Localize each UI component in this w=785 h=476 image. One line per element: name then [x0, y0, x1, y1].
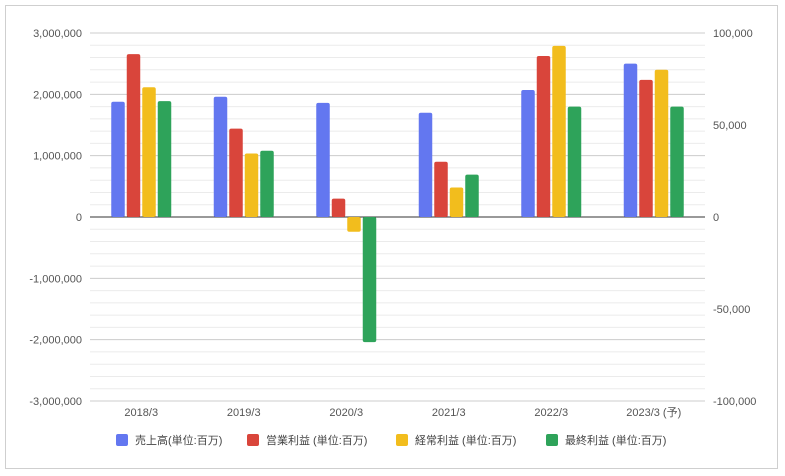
x-axis: 2018/3 2019/3 2020/3 2021/3 2022/3 2023/3 (予) — [124, 406, 681, 419]
left-axis-tick-label: 2,000,000 — [33, 89, 82, 101]
gridlines — [90, 32, 705, 402]
bar — [244, 153, 259, 217]
legend-label: 売上高(単位:百万) — [135, 433, 222, 447]
left-axis-tick-label: -3,000,000 — [29, 396, 82, 408]
x-axis-tick-label: 2022/3 — [534, 407, 568, 419]
bar — [449, 187, 464, 217]
bar — [654, 69, 669, 217]
bar — [418, 112, 433, 217]
left-axis-tick-label: -2,000,000 — [29, 335, 82, 347]
bar — [111, 101, 125, 217]
right-axis-tick-label: 100,000 — [713, 28, 753, 40]
bar — [213, 96, 228, 217]
legend-swatch — [247, 434, 259, 446]
series-1 — [111, 63, 638, 217]
legend-label: 経常利益 (単位:百万) — [415, 433, 516, 447]
x-axis-tick-label: 2023/3 (予) — [626, 406, 681, 419]
legend-swatch — [396, 434, 408, 446]
series-3 — [142, 45, 669, 232]
left-axis-tick-label: 1,000,000 — [33, 151, 82, 163]
series-2 — [126, 54, 653, 217]
x-axis-tick-label: 2019/3 — [227, 407, 261, 419]
x-axis-tick-label: 2020/3 — [329, 407, 363, 419]
x-axis-tick-label: 2018/3 — [124, 407, 158, 419]
left-axis-tick-label: 3,000,000 — [33, 28, 82, 40]
left-axis: 3,000,000 2,000,000 1,000,000 0 -1,000,000 -2… — [29, 28, 82, 408]
bar — [639, 79, 653, 217]
bar — [331, 198, 346, 217]
bar — [347, 217, 361, 232]
bar — [670, 106, 684, 217]
bar — [536, 56, 551, 217]
bar — [521, 90, 535, 217]
legend-label: 営業利益 (単位:百万) — [266, 433, 367, 447]
bars — [111, 45, 684, 343]
bar — [465, 174, 479, 217]
bar — [229, 128, 243, 217]
right-axis-tick-label: 50,000 — [713, 120, 747, 132]
legend-label: 最終利益 (単位:百万) — [565, 433, 666, 447]
bar — [316, 102, 330, 217]
legend-swatch — [546, 434, 558, 446]
bar — [260, 150, 274, 217]
bar — [362, 217, 377, 343]
bar — [552, 45, 566, 217]
right-axis-tick-label: 0 — [713, 212, 719, 224]
bar — [142, 87, 156, 217]
legend: 売上高(単位:百万) 営業利益 (単位:百万) 経常利益 (単位:百万) 最終利益 (… — [116, 433, 666, 447]
left-axis-tick-label: -1,000,000 — [29, 273, 82, 285]
right-axis-tick-label: -100,000 — [713, 396, 756, 408]
bar — [567, 106, 582, 217]
right-axis: 100,000 50,000 0 -50,000 -100,000 — [713, 28, 756, 408]
bar — [157, 101, 172, 217]
x-axis-tick-label: 2021/3 — [432, 407, 466, 419]
bar — [434, 161, 448, 217]
right-axis-tick-label: -50,000 — [713, 304, 750, 316]
bar — [126, 54, 141, 217]
bar — [623, 63, 638, 217]
series-4 — [157, 101, 684, 343]
legend-swatch — [116, 434, 128, 446]
left-axis-tick-label: 0 — [76, 212, 82, 224]
